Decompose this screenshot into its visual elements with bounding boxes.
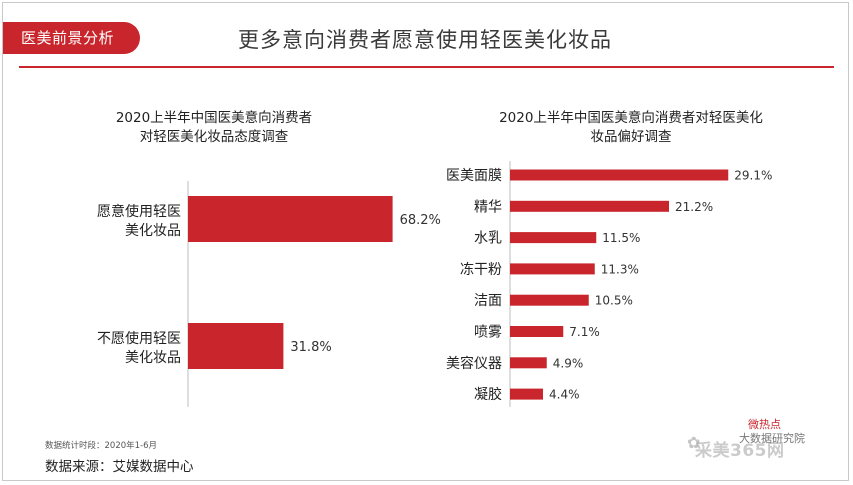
chart2-value-label: 11.5% <box>602 231 640 245</box>
title-divider <box>19 66 834 68</box>
chart2-value-label: 21.2% <box>675 200 713 214</box>
chart1-title: 2020上半年中国医美意向消费者 对轻医美化妆品态度调查 <box>99 109 329 147</box>
chart1-category-label: 不愿使用轻医美化妆品 <box>97 330 181 366</box>
watermark-text: 采美365网 <box>695 441 785 461</box>
chart2-category-label: 凝胶 <box>474 386 502 403</box>
chart2-value-label: 10.5% <box>595 294 633 308</box>
chart2-value-label: 11.3% <box>601 262 639 276</box>
chart2-category-label: 水乳 <box>474 231 502 247</box>
chart2-title-line1: 2020上半年中国医美意向消费者对轻医美化 <box>499 110 763 126</box>
chart2-bar <box>510 357 547 369</box>
chart1-category-line: 美化妆品 <box>125 223 181 239</box>
weiredian-logo: 微热点 <box>748 418 781 431</box>
chart2-title: 2020上半年中国医美意向消费者对轻医美化 妆品偏好调查 <box>461 109 801 147</box>
chart1-value-label: 68.2% <box>400 213 441 228</box>
page-title: 更多意向消费者愿意使用轻医美化妆品 <box>238 28 612 52</box>
chart2-category-label: 喷雾 <box>474 325 502 341</box>
chart2-category-label: 精华 <box>474 199 502 215</box>
chart2-title-line2: 妆品偏好调查 <box>590 129 672 145</box>
chart1-bar <box>188 323 284 369</box>
chart1-title-line1: 2020上半年中国医美意向消费者 <box>115 110 313 126</box>
chart2-bar <box>510 232 597 244</box>
weiredian-logo-sub: 大数据研究院 <box>739 432 805 445</box>
chart2-value-label: 7.1% <box>569 325 600 339</box>
chart1-title-line2: 对轻医美化妆品态度调查 <box>139 129 289 145</box>
chart1-bar <box>188 196 393 242</box>
chart1-category-line: 愿意使用轻医 <box>97 203 181 220</box>
chart2-bar <box>510 169 729 181</box>
chart2-bar <box>510 263 595 275</box>
chart2-category-label: 洁面 <box>474 293 502 309</box>
data-period-note: 数据统计时段：2020年1-6月 <box>45 441 158 451</box>
wechat-icon: ✿ <box>687 433 701 452</box>
chart2-bar <box>510 200 669 212</box>
chart1-category-line: 美化妆品 <box>125 350 181 366</box>
chart2-value-label: 4.9% <box>553 356 584 370</box>
chart2-bar <box>510 294 589 306</box>
chart1-category-label: 愿意使用轻医美化妆品 <box>97 203 181 239</box>
chart1-value-label: 31.8% <box>290 340 331 355</box>
chart2-category-label: 美容仪器 <box>446 355 502 372</box>
section-tag: 医美前景分析 <box>3 22 140 54</box>
preference-bar-chart: 医美面膜 29.1% 精华 21.2% 水乳 11.5% 冻干粉 11.3% 洁面 10.5% 喷雾… <box>446 161 772 407</box>
chart1-category-line: 不愿使用轻医 <box>97 330 181 347</box>
chart2-value-label: 4.4% <box>549 388 580 402</box>
chart2-bar <box>510 326 564 337</box>
chart2-bar <box>510 388 543 400</box>
chart2-category-label: 医美面膜 <box>446 168 502 184</box>
chart2-value-label: 29.1% <box>734 169 772 183</box>
data-source-note: 数据来源：艾媒数据中心 <box>45 459 194 475</box>
chart2-category-label: 冻干粉 <box>460 261 502 278</box>
